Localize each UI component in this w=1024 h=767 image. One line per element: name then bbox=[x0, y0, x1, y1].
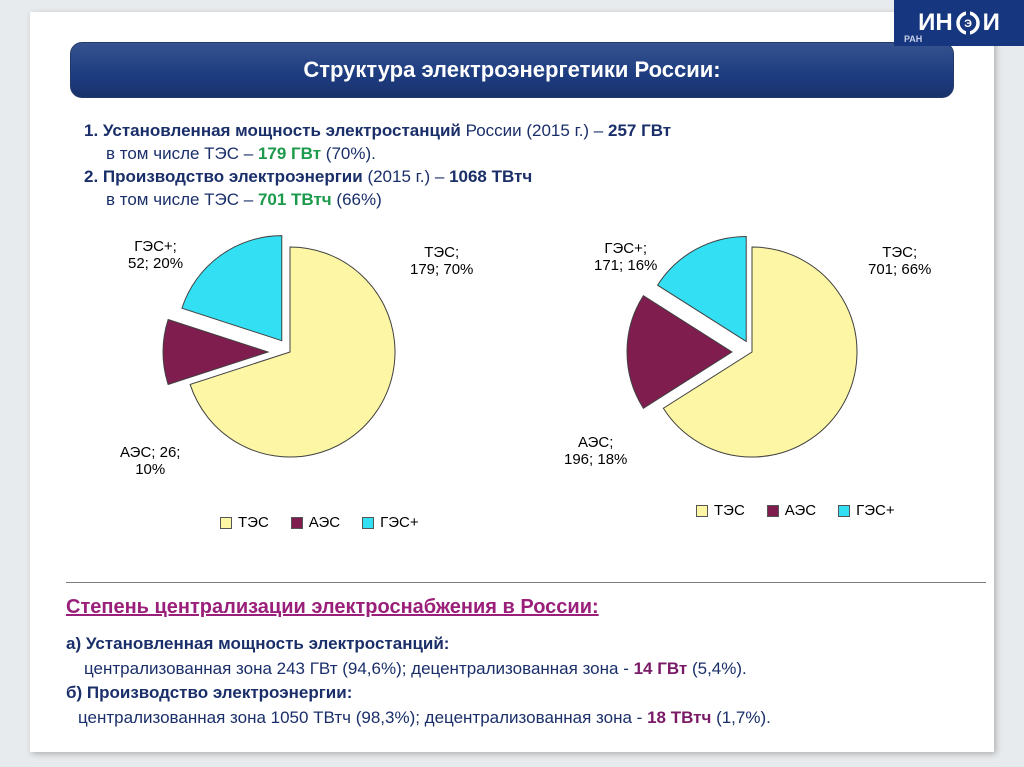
legend-swatch-ges bbox=[362, 517, 374, 529]
intro-2b: 179 ГВт bbox=[258, 144, 321, 163]
charts-area: ТЭС;179; 70% АЭС; 26;10% ГЭС+;52; 20% ТЭС АЭ… bbox=[30, 232, 994, 552]
s2-a-pct: (5,4%). bbox=[687, 659, 747, 678]
section2-header: Степень централизации электроснабжения в… bbox=[66, 593, 599, 622]
legend-swatch-tes bbox=[696, 505, 708, 517]
legend-text-tes: ТЭС bbox=[714, 502, 745, 519]
legend-swatch-tes bbox=[220, 517, 232, 529]
s2-a-val: 14 ГВт bbox=[634, 659, 688, 678]
pie-label-ges-2: ГЭС+;171; 16% bbox=[594, 240, 657, 274]
legend-swatch-aes bbox=[767, 505, 779, 517]
intro-1b: России (2015 г.) – bbox=[461, 121, 608, 140]
s2-b-val: 18 ТВтч bbox=[647, 708, 711, 727]
intro-2a: в том числе ТЭС – bbox=[106, 144, 258, 163]
pie-label-aes-2: АЭС;196; 18% bbox=[564, 434, 627, 468]
legend-text-aes: АЭС bbox=[309, 514, 340, 531]
pie-label-tes-1: ТЭС;179; 70% bbox=[410, 244, 473, 278]
centralization-section: Степень централизации электроснабжения в… bbox=[66, 582, 986, 731]
pie-label-tes-2: ТЭС;701; 66% bbox=[868, 244, 931, 278]
legend-item-aes: АЭС bbox=[291, 514, 340, 531]
legend-swatch-aes bbox=[291, 517, 303, 529]
logo-sub: РАН bbox=[904, 34, 922, 44]
intro-4b: 701 ТВтч bbox=[258, 190, 332, 209]
svg-text:Э: Э bbox=[964, 18, 972, 30]
slide-stage: Структура электроэнергетики России: 1. У… bbox=[30, 12, 994, 752]
legend-item-ges: ГЭС+ bbox=[362, 514, 419, 531]
s2-b-pct: (1,7%). bbox=[711, 708, 771, 727]
s2-b-pre: централизованная зона 1050 ТВтч (98,3%);… bbox=[78, 708, 647, 727]
intro-1c: 257 ГВт bbox=[608, 121, 671, 140]
logo-badge: ИН Э И РАН bbox=[894, 0, 1024, 46]
s2-a-hdr: а) Установленная мощность электростанций… bbox=[66, 634, 449, 653]
intro-1a: 1. Установленная мощность электростанций bbox=[84, 121, 461, 140]
logo-text1: ИН bbox=[918, 9, 953, 37]
logo-text2: И bbox=[983, 9, 1000, 37]
title-bar: Структура электроэнергетики России: bbox=[70, 42, 954, 98]
legend-2: ТЭС АЭС ГЭС+ bbox=[696, 502, 895, 519]
legend-1: ТЭС АЭС ГЭС+ bbox=[220, 514, 419, 531]
intro-4a: в том числе ТЭС – bbox=[106, 190, 258, 209]
intro-4c: (66%) bbox=[332, 190, 382, 209]
logo-ring-icon: Э bbox=[955, 10, 981, 36]
intro-3b: (2015 г.) – bbox=[363, 167, 449, 186]
legend-text-ges: ГЭС+ bbox=[856, 502, 895, 519]
legend-item-ges: ГЭС+ bbox=[838, 502, 895, 519]
legend-item-tes: ТЭС bbox=[220, 514, 269, 531]
legend-text-ges: ГЭС+ bbox=[380, 514, 419, 531]
s2-b-hdr: б) Производство электроэнергии: bbox=[66, 683, 352, 702]
intro-block: 1. Установленная мощность электростанций… bbox=[84, 120, 944, 212]
legend-text-tes: ТЭС bbox=[238, 514, 269, 531]
pie-slice-ges bbox=[182, 236, 282, 341]
intro-3a: 2. Производство электроэнергии bbox=[84, 167, 363, 186]
legend-item-aes: АЭС bbox=[767, 502, 816, 519]
pie-label-aes-1: АЭС; 26;10% bbox=[120, 444, 180, 478]
intro-2c: (70%). bbox=[321, 144, 376, 163]
s2-a-pre: централизованная зона 243 ГВт (94,6%); д… bbox=[84, 659, 634, 678]
pie-label-ges-1: ГЭС+;52; 20% bbox=[128, 238, 183, 272]
legend-item-tes: ТЭС bbox=[696, 502, 745, 519]
legend-swatch-ges bbox=[838, 505, 850, 517]
intro-3c: 1068 ТВтч bbox=[449, 167, 532, 186]
legend-text-aes: АЭС bbox=[785, 502, 816, 519]
page-title: Структура электроэнергетики России: bbox=[303, 57, 720, 83]
